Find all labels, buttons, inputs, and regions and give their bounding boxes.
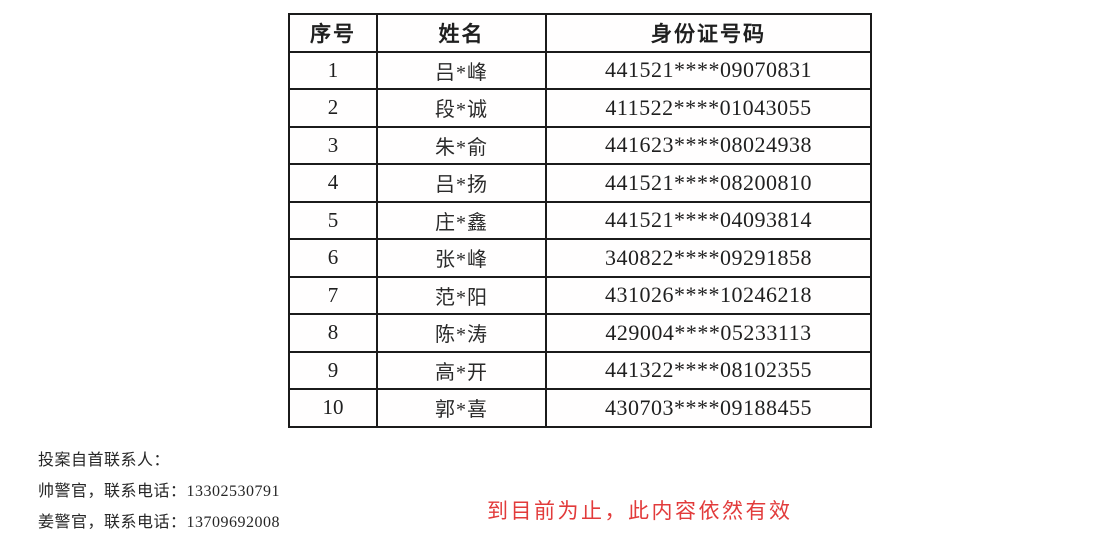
cell-id: 441521****09070831: [545, 50, 872, 90]
cell-no: 5: [288, 200, 378, 240]
cell-name: 郭*喜: [376, 388, 547, 428]
cell-name: 段*诚: [376, 88, 547, 128]
contact-line-1: 帅警官，联系电话：13302530791: [38, 483, 281, 500]
table-row: 10 郭*喜 430703****09188455: [288, 388, 872, 428]
cell-id: 430703****09188455: [545, 388, 872, 428]
cell-id: 441521****04093814: [545, 200, 872, 240]
cell-no: 9: [288, 350, 378, 390]
table-row: 3 朱*俞 441623****08024938: [288, 125, 872, 165]
cell-id: 441322****08102355: [545, 350, 872, 390]
cell-no: 10: [288, 388, 378, 428]
header-name: 姓名: [376, 13, 547, 53]
table-row: 1 吕*峰 441521****09070831: [288, 50, 872, 90]
cell-no: 4: [288, 163, 378, 203]
cell-no: 2: [288, 88, 378, 128]
cell-name: 张*峰: [376, 238, 547, 278]
cell-no: 7: [288, 275, 378, 315]
contact-line-2: 姜警官，联系电话：13709692008: [38, 514, 281, 531]
header-serial-number: 序号: [288, 13, 378, 53]
suspects-table: 序号 姓名 身份证号码 1 吕*峰 441521****09070831 2 段*诚 41…: [288, 13, 872, 428]
table-row: 9 高*开 441322****08102355: [288, 350, 872, 390]
contact-block: 投案自首联系人： 帅警官，联系电话：13302530791 姜警官，联系电话：1…: [38, 451, 280, 544]
cell-id: 429004****05233113: [545, 313, 872, 353]
table-header-row: 序号 姓名 身份证号码: [288, 13, 872, 53]
table-header: 序号 姓名 身份证号码: [288, 13, 872, 53]
validity-note: 到目前为止，此内容依然有效: [487, 500, 793, 523]
cell-name: 吕*扬: [376, 163, 547, 203]
cell-name: 陈*涛: [376, 313, 547, 353]
cell-no: 6: [288, 238, 378, 278]
cell-id: 441521****08200810: [545, 163, 872, 203]
cell-no: 8: [288, 313, 378, 353]
cell-name: 高*开: [376, 350, 547, 390]
table-row: 8 陈*涛 429004****05233113: [288, 313, 872, 353]
table-row: 6 张*峰 340822****09291858: [288, 238, 872, 278]
table-row: 4 吕*扬 441521****08200810: [288, 163, 872, 203]
cell-name: 范*阳: [376, 275, 547, 315]
cell-id: 441623****08024938: [545, 125, 872, 165]
cell-no: 3: [288, 125, 378, 165]
cell-id: 431026****10246218: [545, 275, 872, 315]
table-body: 1 吕*峰 441521****09070831 2 段*诚 411522****0104…: [288, 50, 872, 428]
header-id-number: 身份证号码: [545, 13, 872, 53]
cell-name: 朱*俞: [376, 125, 547, 165]
table-row: 5 庄*鑫 441521****04093814: [288, 200, 872, 240]
cell-name: 庄*鑫: [376, 200, 547, 240]
table-row: 2 段*诚 411522****01043055: [288, 88, 872, 128]
cell-id: 340822****09291858: [545, 238, 872, 278]
cell-id: 411522****01043055: [545, 88, 872, 128]
cell-no: 1: [288, 50, 378, 90]
table-row: 7 范*阳 431026****10246218: [288, 275, 872, 315]
contact-title: 投案自首联系人：: [38, 452, 171, 469]
cell-name: 吕*峰: [376, 50, 547, 90]
